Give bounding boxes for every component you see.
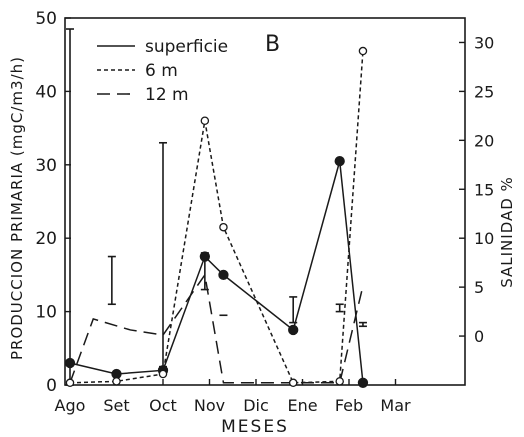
- series-marker: [199, 251, 211, 262]
- y-tick-label-right: 25: [474, 82, 494, 101]
- x-tick-label: Set: [103, 396, 129, 415]
- y-axis-right: 0 5 10 15 20 25 30: [459, 33, 494, 346]
- series-line: [69, 272, 364, 384]
- y-tick-label-right: 30: [474, 33, 494, 52]
- range-bar: [358, 321, 367, 328]
- series-marker: [200, 116, 210, 126]
- x-tick-label: Nov: [194, 396, 225, 415]
- y-tick-label-right: 10: [474, 229, 494, 248]
- y-tick-label-left: 20: [35, 229, 57, 249]
- y-axis-left: 0 10 20 30 40 50: [35, 9, 71, 396]
- series-marker: [218, 269, 229, 281]
- series-marker: [158, 369, 168, 379]
- y-tick-label-right: 20: [474, 131, 494, 150]
- x-tick-label: Oct: [149, 396, 177, 415]
- x-tick-label: Ene: [287, 396, 317, 415]
- plot-border: [64, 17, 466, 386]
- range-bar: [66, 28, 74, 386]
- x-tick-label: Ago: [55, 396, 86, 415]
- y-axis-title-right: SALINIDAD %: [498, 176, 516, 288]
- series-markers: [64, 46, 369, 388]
- y-tick-label-right: 15: [474, 180, 494, 199]
- legend: superficie 6 m 12 m: [97, 37, 228, 105]
- series-marker: [288, 324, 299, 336]
- y-tick-label-left: 30: [35, 156, 57, 176]
- series-marker: [288, 378, 298, 388]
- x-axis-title: MESES: [221, 417, 289, 437]
- series-line: [69, 160, 364, 383]
- y-tick-label-right: 0: [474, 327, 484, 346]
- series-line: [69, 50, 364, 384]
- series-lines: [69, 50, 364, 384]
- x-tick-label: Dic: [243, 396, 269, 415]
- series-marker: [112, 377, 121, 386]
- y-tick-label-left: 50: [35, 9, 57, 29]
- y-axis-title-left: PRODUCCION PRIMARIA (mgC/m3/h): [8, 56, 26, 360]
- range-bar: [335, 303, 344, 313]
- range-bar: [107, 255, 116, 306]
- series-marker: [335, 377, 344, 386]
- series-marker: [65, 378, 75, 388]
- series-marker: [64, 357, 76, 369]
- legend-label: 12 m: [145, 85, 189, 105]
- y-tick-label-left: 10: [35, 303, 57, 323]
- series-marker: [334, 155, 345, 167]
- legend-label: superficie: [145, 37, 228, 57]
- y-tick-label-left: 40: [35, 82, 57, 102]
- range-bars: [66, 28, 367, 386]
- series-marker: [357, 377, 369, 388]
- x-tick-label: Feb: [335, 396, 363, 415]
- series-marker: [358, 46, 368, 56]
- y-tick-label-left: 0: [46, 376, 57, 396]
- legend-label: 6 m: [145, 61, 178, 81]
- panel-label: B: [265, 32, 280, 57]
- series-marker: [219, 222, 228, 232]
- x-axis: Ago Set Oct Nov Dic Ene Feb Mar: [55, 379, 411, 415]
- plot-frame: [64, 17, 466, 386]
- x-tick-label: Mar: [380, 396, 411, 415]
- range-bar: [159, 141, 167, 368]
- y-tick-label-right: 5: [474, 278, 484, 297]
